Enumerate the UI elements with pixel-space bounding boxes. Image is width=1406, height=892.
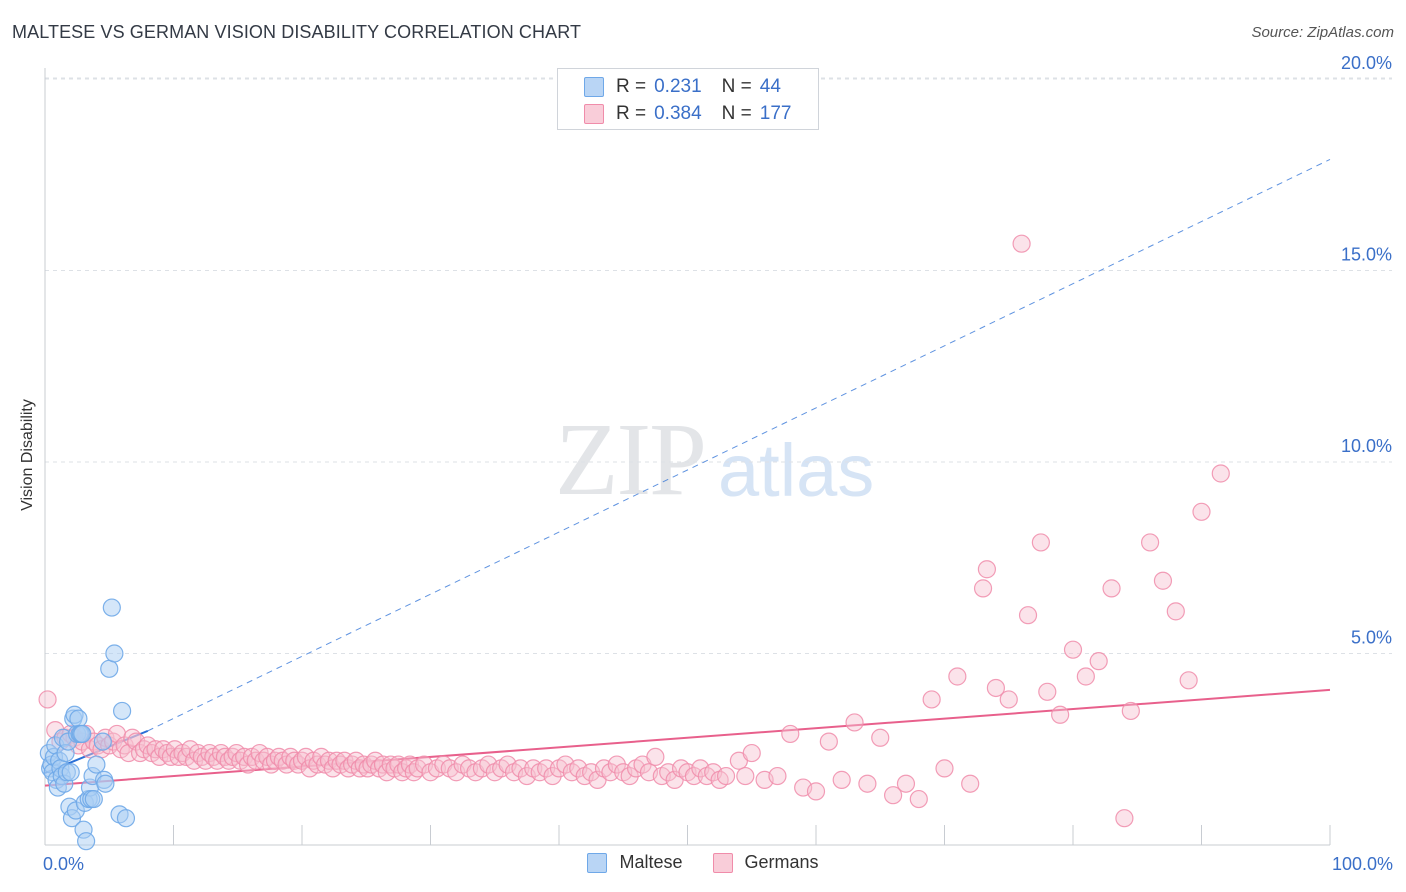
maltese-point	[93, 732, 112, 751]
germans-point	[1012, 234, 1031, 253]
legend-item-germans[interactable]: Germans	[712, 852, 819, 873]
n-value: 44	[759, 76, 781, 97]
germans-point	[999, 690, 1018, 709]
stats-row-germans: R = 0.384 N = 177	[584, 102, 791, 126]
n-label: N =	[721, 103, 752, 124]
n-label: N =	[721, 76, 752, 97]
germans-point	[742, 743, 761, 763]
germans-point	[948, 667, 967, 686]
maltese-point	[77, 832, 96, 851]
germans-point	[935, 759, 954, 778]
r-label: R =	[616, 76, 647, 97]
germans-point	[1018, 606, 1038, 625]
tick-labels: 5.0% 10.0% 15.0% 20.0% 0.0% 100.0%	[43, 53, 1393, 874]
germans-point	[781, 724, 800, 744]
y-tick-label: 15.0%	[1341, 245, 1392, 265]
germans-point	[736, 766, 755, 786]
germans-point	[127, 732, 146, 751]
germans-point	[858, 774, 877, 793]
germans-point	[38, 690, 57, 709]
germans-point	[1089, 652, 1108, 671]
germans-point	[1153, 571, 1173, 590]
n-value: 177	[759, 103, 792, 124]
germans-point	[1121, 701, 1140, 721]
germans-point	[1038, 682, 1057, 701]
germans-point	[883, 786, 903, 805]
maltese-point	[105, 644, 124, 663]
maltese-point	[87, 755, 106, 774]
germans-points	[38, 234, 1230, 828]
maltese-point	[84, 789, 103, 809]
germans-swatch	[584, 104, 604, 124]
germans-point	[922, 690, 941, 709]
maltese-point	[112, 701, 132, 721]
germans-point	[1063, 640, 1083, 659]
germans-point	[1166, 602, 1185, 621]
legend-label-maltese: Maltese	[619, 852, 683, 872]
germans-point	[1192, 502, 1211, 521]
germans-point	[1179, 671, 1198, 690]
germans-point	[977, 560, 997, 579]
maltese-point	[100, 659, 119, 678]
germans-point	[819, 732, 838, 751]
germans-swatch	[712, 852, 733, 873]
y-tick-label: 5.0%	[1351, 628, 1392, 648]
maltese-swatch	[584, 77, 604, 97]
r-value: 0.384	[654, 103, 702, 124]
germans-point	[1140, 533, 1160, 552]
legend-item-maltese[interactable]: Maltese	[587, 852, 683, 873]
source-label: Source: ZipAtlas.com	[1251, 24, 1394, 41]
germans-point	[871, 728, 890, 747]
germans-point	[986, 678, 1006, 698]
germans-trend-line	[44, 688, 1331, 787]
axes	[44, 68, 1331, 846]
series-legend: Maltese Germans	[0, 852, 1406, 873]
germans-point	[1076, 667, 1095, 686]
stats-legend: R = 0.231 N = 44 R = 0.384 N = 177	[557, 68, 819, 130]
germans-point	[806, 782, 826, 801]
y-tick-label: 10.0%	[1341, 436, 1392, 456]
maltese-point	[69, 709, 88, 728]
germans-point	[1115, 809, 1134, 828]
y-tick-label: 20.0%	[1341, 53, 1392, 73]
germans-point	[896, 774, 916, 793]
germans-point	[909, 789, 928, 809]
germans-point	[1102, 579, 1121, 598]
watermark-zip: ZIP	[555, 402, 707, 517]
germans-point	[845, 713, 864, 732]
gridlines	[45, 77, 1392, 654]
germans-point	[1031, 533, 1050, 552]
legend-label-germans: Germans	[744, 852, 819, 872]
maltese-point	[96, 774, 115, 793]
r-label: R =	[616, 103, 647, 124]
maltese-point	[73, 724, 92, 744]
maltese-point	[116, 809, 136, 828]
chart-title: MALTESE VS GERMAN VISION DISABILITY CORR…	[12, 22, 582, 42]
germans-point	[1211, 464, 1230, 483]
germans-point	[973, 579, 993, 598]
r-value: 0.231	[654, 76, 702, 97]
germans-point	[1051, 705, 1070, 724]
germans-point	[961, 774, 980, 793]
x-tick-label-left: 0.0%	[43, 854, 84, 874]
germans-point	[832, 770, 851, 789]
trend-lines	[44, 158, 1331, 787]
germans-point	[768, 766, 787, 786]
maltese-point	[61, 763, 80, 782]
maltese-trend-extension	[147, 158, 1331, 732]
germans-point	[646, 747, 665, 767]
x-tick-label-right: 100.0%	[1332, 854, 1393, 874]
maltese-point	[102, 598, 121, 617]
maltese-swatch	[587, 852, 608, 873]
stats-row-maltese: R = 0.231 N = 44	[584, 75, 781, 99]
maltese-points	[39, 598, 136, 851]
germans-point	[716, 766, 736, 786]
